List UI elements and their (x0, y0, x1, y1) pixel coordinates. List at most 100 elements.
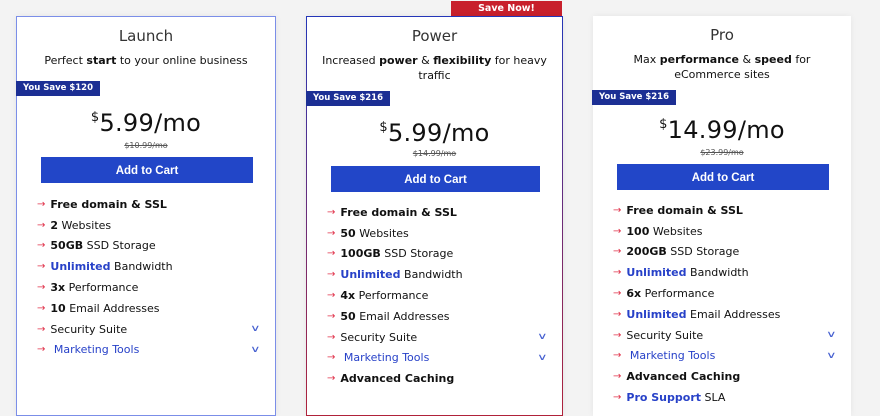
feature-text: Email Addresses (686, 307, 781, 321)
add-to-cart-button[interactable]: Add to Cart (41, 157, 253, 183)
original-price: $10.99/mo (124, 141, 168, 150)
plan-price: $5.99/mo (307, 119, 562, 147)
feature-item[interactable]: → Security Suite ∨ (37, 319, 261, 340)
arrow-right-icon: → (613, 308, 622, 320)
arrow-right-icon: → (613, 288, 622, 300)
feature-highlight: Unlimited (626, 266, 687, 280)
feature-list: → Free domain & SSL → 2 Websites → 50GB SSD S… (37, 194, 261, 361)
original-price: $23.99/mo (700, 148, 744, 157)
feature-item: → Free domain & SSL (613, 200, 835, 221)
feature-text: Email Addresses (65, 301, 160, 315)
feature-highlight: 50GB (50, 239, 84, 253)
feature-highlight: 6x (626, 287, 642, 301)
description-segment: for eCommerce sites (674, 53, 811, 81)
plan-price: $14.99/mo (593, 116, 851, 144)
feature-text: Bandwidth (686, 266, 749, 280)
feature-item: → Advanced Caching (327, 368, 546, 389)
description-segment: Perfect (44, 54, 87, 67)
feature-text: Performance (355, 289, 429, 303)
feature-text: Email Addresses (355, 309, 450, 323)
arrow-right-icon: → (613, 246, 622, 258)
feature-text: Performance (65, 281, 139, 295)
feature-highlight: Unlimited (50, 260, 111, 274)
arrow-right-icon: → (327, 352, 336, 364)
plan-description: Max performance & speed for eCommerce si… (607, 52, 837, 82)
currency-symbol: $ (90, 110, 100, 125)
feature-highlight: Pro Support (626, 391, 702, 405)
feature-highlight: 10 (50, 301, 66, 315)
chevron-down-icon[interactable]: ∨ (537, 352, 548, 363)
description-segment: to your online business (116, 54, 248, 67)
add-to-cart-button[interactable]: Add to Cart (331, 166, 540, 192)
price-amount: 14.99/mo (667, 116, 785, 144)
arrow-right-icon: → (613, 329, 622, 341)
arrow-right-icon: → (327, 248, 336, 260)
feature-item: → 3x Performance (37, 277, 259, 298)
chevron-down-icon[interactable]: ∨ (826, 350, 837, 361)
chevron-down-icon[interactable]: ∨ (537, 332, 548, 343)
arrow-right-icon: → (327, 269, 336, 281)
arrow-right-icon: → (37, 323, 46, 335)
feature-text: Marketing Tools (626, 349, 716, 363)
feature-highlight: Unlimited (340, 268, 401, 282)
chevron-down-icon[interactable]: ∨ (826, 330, 837, 341)
plan-description: Increased power & flexibility for heavy … (321, 53, 548, 83)
feature-highlight: Advanced Caching (340, 372, 455, 386)
description-segment: Increased (322, 54, 380, 67)
arrow-right-icon: → (37, 240, 46, 252)
description-segment: performance (659, 53, 740, 66)
plan-title: Launch (118, 27, 174, 45)
arrow-right-icon: → (613, 225, 622, 237)
save-now-badge: Save Now! (451, 1, 562, 17)
feature-highlight: Free domain & SSL (50, 197, 167, 211)
feature-item: → Unlimited Bandwidth (327, 264, 546, 285)
currency-symbol: $ (379, 120, 388, 135)
description-segment: Max (633, 53, 660, 66)
feature-text: Security Suite (340, 330, 418, 344)
description-segment: power (379, 54, 418, 67)
feature-text: SSD Storage (380, 247, 454, 261)
add-to-cart-button[interactable]: Add to Cart (617, 164, 829, 190)
arrow-right-icon: → (327, 206, 336, 218)
feature-highlight: 4x (340, 289, 356, 303)
feature-text: Websites (58, 218, 112, 232)
plan-title: Pro (710, 26, 734, 44)
feature-text: Security Suite (626, 328, 704, 342)
feature-item[interactable]: → Marketing Tools ∨ (613, 346, 837, 367)
description-segment: for heavy traffic (418, 54, 547, 82)
description-segment: & (417, 54, 434, 67)
arrow-right-icon: → (37, 261, 46, 273)
arrow-right-icon: → (613, 371, 622, 383)
feature-item: → 4x Performance (327, 285, 546, 306)
feature-list: → Free domain & SSL → 50 Websites → 100GB SSD… (327, 202, 548, 389)
feature-text: Security Suite (50, 322, 128, 336)
feature-highlight: Free domain & SSL (340, 205, 457, 219)
arrow-right-icon: → (327, 310, 336, 322)
description-segment: speed (754, 53, 792, 66)
feature-text: SSD Storage (666, 245, 740, 259)
plan-price: $5.99/mo (17, 109, 275, 137)
feature-text: Marketing Tools (340, 351, 430, 365)
arrow-right-icon: → (37, 282, 46, 294)
feature-item[interactable]: → Marketing Tools ∨ (37, 340, 261, 361)
feature-item: → 50 Email Addresses (327, 306, 546, 327)
feature-highlight: Free domain & SSL (626, 203, 743, 217)
feature-item[interactable]: → Security Suite ∨ (327, 327, 548, 348)
price-amount: 5.99/mo (99, 109, 202, 137)
plan-title: Power (411, 27, 458, 45)
feature-item[interactable]: → Security Suite ∨ (613, 325, 837, 346)
description-segment: flexibility (433, 54, 492, 67)
arrow-right-icon: → (327, 331, 336, 343)
feature-item[interactable]: → Marketing Tools ∨ (327, 348, 548, 369)
plan-description: Perfect start to your online business (31, 53, 261, 68)
feature-item: → 100 Websites (613, 221, 835, 242)
feature-highlight: 2 (50, 218, 59, 232)
price-amount: 5.99/mo (387, 119, 490, 147)
feature-item: → 50 Websites (327, 223, 546, 244)
feature-item: → Unlimited Bandwidth (613, 262, 835, 283)
chevron-down-icon[interactable]: ∨ (250, 324, 261, 335)
chevron-down-icon[interactable]: ∨ (250, 344, 261, 355)
feature-item: → 100GB SSD Storage (327, 244, 546, 265)
feature-highlight: 50 (340, 226, 356, 240)
feature-text: Performance (641, 287, 715, 301)
